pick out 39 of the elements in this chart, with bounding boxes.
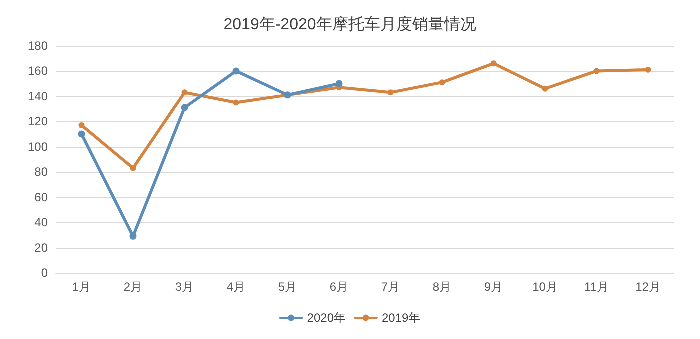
y-tick-label: 0 (41, 266, 48, 280)
point (78, 122, 85, 128)
point (232, 68, 240, 75)
x-tick-label: 1月 (72, 280, 92, 294)
x-tick-label: 12月 (636, 280, 661, 294)
point (182, 90, 188, 96)
y-tick-label: 100 (28, 140, 48, 154)
point (439, 80, 446, 86)
point (181, 104, 188, 112)
point (336, 80, 343, 88)
point (594, 68, 600, 74)
x-tick-label: 4月 (226, 280, 246, 294)
y-tick-label: 180 (28, 39, 48, 53)
legend-label: 2019年 (382, 311, 421, 325)
point (542, 86, 548, 92)
x-tick-label: 8月 (432, 280, 452, 294)
y-tick-label: 20 (34, 240, 48, 255)
x-tick-label: 2月 (124, 280, 143, 294)
y-tick-label: 120 (28, 114, 48, 129)
point (388, 90, 394, 96)
point (233, 100, 240, 106)
x-tick-label: 10月 (532, 280, 558, 294)
legend-label: 2020年 (307, 311, 346, 325)
x-tick-label: 3月 (175, 280, 194, 294)
chart-title: 2019年-2020年摩托车月度销量情况 (224, 16, 476, 34)
point (645, 66, 652, 73)
y-tick-label: 80 (34, 165, 48, 180)
point (78, 130, 86, 138)
x-tick-label: 7月 (381, 280, 400, 294)
x-tick-label: 9月 (484, 280, 504, 294)
point (490, 60, 497, 67)
x-tick-label: 5月 (278, 280, 298, 294)
y-tick-label: 140 (28, 89, 48, 104)
y-tick-label: 160 (28, 64, 48, 78)
y-tick-label: 60 (34, 190, 48, 204)
x-tick-label: 11月 (584, 280, 609, 294)
point (130, 165, 136, 172)
x-tick-label: 6月 (330, 280, 349, 294)
y-tick-label: 40 (34, 216, 48, 230)
